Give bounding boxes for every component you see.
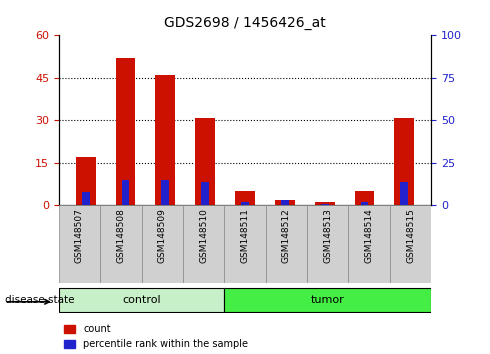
Text: GSM148508: GSM148508 (116, 209, 125, 263)
Bar (400, 182, 408, 205)
Bar (142, 205, 183, 283)
Bar (59, 205, 100, 283)
Bar (355, 191, 374, 205)
Bar (275, 200, 295, 205)
Bar (195, 118, 215, 205)
Text: GSM148507: GSM148507 (75, 209, 84, 263)
Bar (82, 192, 90, 205)
Bar (348, 205, 390, 283)
Bar (76, 157, 96, 205)
Text: GSM148511: GSM148511 (241, 209, 249, 263)
Bar (390, 205, 431, 283)
Bar (315, 202, 335, 205)
Text: GSM148515: GSM148515 (406, 209, 415, 263)
Text: GDS2698 / 1456426_at: GDS2698 / 1456426_at (164, 16, 326, 30)
Bar (235, 191, 255, 205)
Bar (161, 180, 170, 205)
Bar (361, 202, 368, 205)
Bar (183, 205, 224, 283)
Bar (155, 75, 175, 205)
Bar (224, 205, 266, 283)
Bar (100, 205, 142, 283)
Legend: count, percentile rank within the sample: count, percentile rank within the sample (64, 324, 248, 349)
Text: tumor: tumor (311, 295, 344, 305)
Text: GSM148514: GSM148514 (365, 209, 374, 263)
Bar (122, 180, 129, 205)
Text: GSM148512: GSM148512 (282, 209, 291, 263)
Bar (241, 202, 249, 205)
Bar (116, 58, 135, 205)
Bar (59, 288, 224, 312)
Bar (320, 204, 329, 205)
Text: GSM148513: GSM148513 (323, 209, 332, 263)
Text: GSM148510: GSM148510 (199, 209, 208, 263)
Bar (394, 118, 414, 205)
Text: GSM148509: GSM148509 (158, 209, 167, 263)
Text: disease state: disease state (5, 295, 74, 305)
Bar (281, 200, 289, 205)
Bar (266, 205, 307, 283)
Bar (201, 182, 209, 205)
Bar (224, 288, 431, 312)
Bar (307, 205, 348, 283)
Text: control: control (122, 295, 161, 305)
